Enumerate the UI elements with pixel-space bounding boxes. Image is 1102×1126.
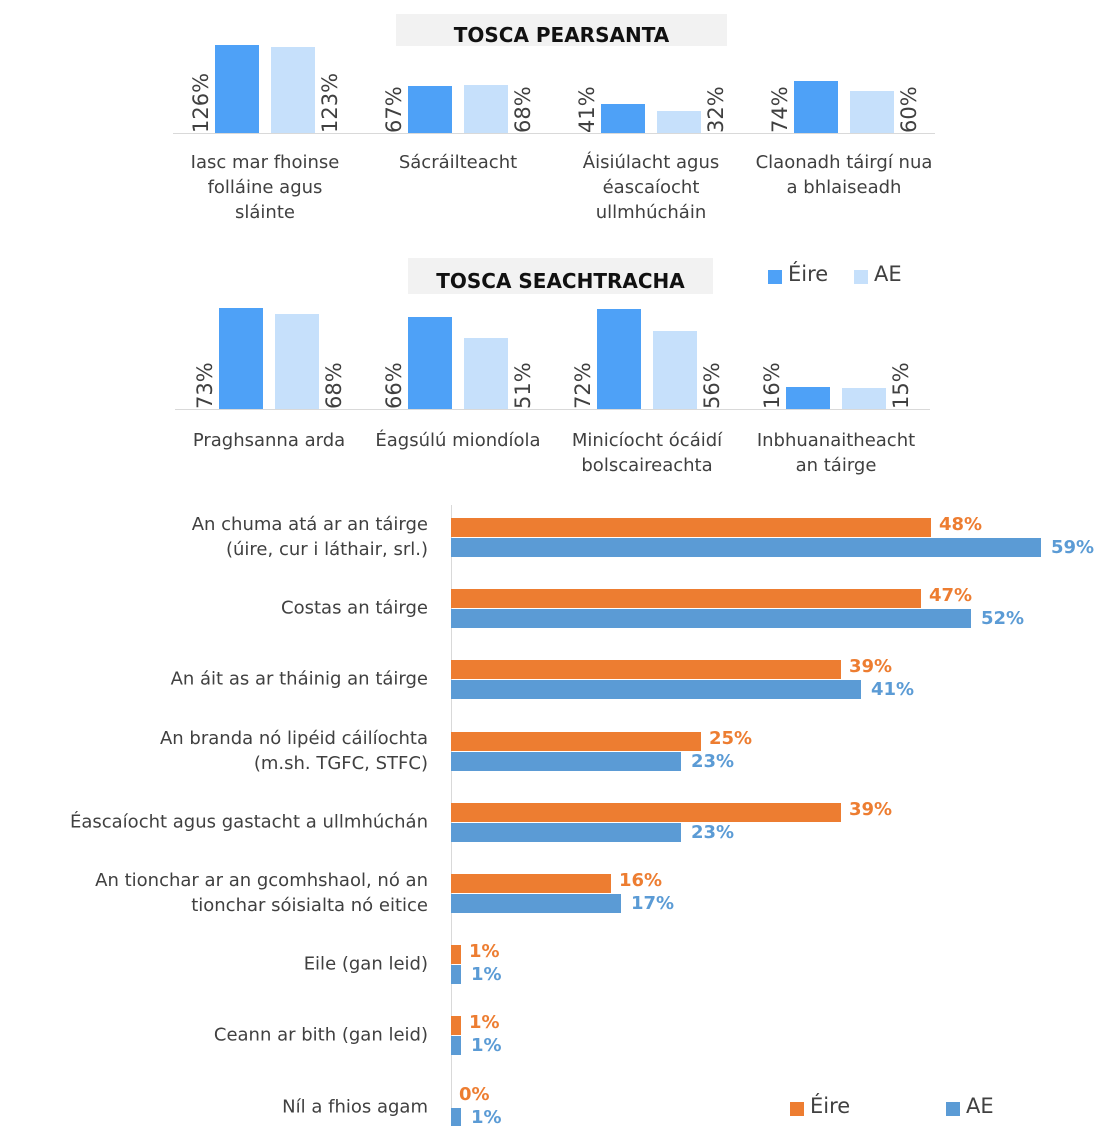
data-label: 39% <box>849 656 893 678</box>
bar <box>451 1036 461 1056</box>
data-label: 1% <box>469 941 500 963</box>
data-label: 23% <box>691 750 735 772</box>
data-label: 67% <box>382 86 406 133</box>
category-label: An branda nó lipéid cáilíochta (m.sh. TG… <box>159 727 428 774</box>
category-label: Praghsanna arda <box>192 430 346 451</box>
bar <box>408 317 452 409</box>
data-label: 52% <box>981 608 1025 630</box>
data-label: 41% <box>871 679 915 701</box>
legend-label: AE <box>874 262 902 286</box>
data-label: 47% <box>929 585 973 607</box>
data-label: 56% <box>700 362 724 409</box>
bar <box>451 680 861 700</box>
data-label: 0% <box>459 1083 490 1105</box>
data-label: 1% <box>471 964 502 986</box>
bar <box>601 104 645 133</box>
category-label: Inbhuanaitheacht an táirge <box>756 430 916 476</box>
bar <box>215 44 259 133</box>
bar <box>451 894 621 913</box>
category-label: Iasc mar fhoinse folláine agus sláinte <box>190 152 340 223</box>
legend-swatch <box>854 270 868 284</box>
data-label: 68% <box>511 86 535 133</box>
chart-title: TOSCA SEACHTRACHA <box>408 258 713 294</box>
category-label: Sácráilteacht <box>398 152 518 173</box>
data-label: 1% <box>471 1035 502 1057</box>
bar <box>451 822 681 842</box>
bar <box>451 874 611 893</box>
bar <box>408 86 452 133</box>
data-label: 66% <box>382 362 406 409</box>
bar <box>597 308 641 409</box>
bar <box>451 589 921 609</box>
data-label: 41% <box>575 86 599 133</box>
category-label: Ceann ar bith (gan leid) <box>213 1024 428 1046</box>
category-label: An áit as ar tháinig an táirge <box>170 668 428 690</box>
data-label: 126% <box>189 72 213 133</box>
bar <box>451 731 701 751</box>
category-label: An tionchar ar an gcomhshaol, nó an tion… <box>95 870 428 916</box>
data-label: 73% <box>193 362 217 409</box>
bar <box>451 609 971 629</box>
data-label: 23% <box>691 821 735 843</box>
bar <box>451 660 841 680</box>
bar <box>451 538 1041 557</box>
legend-label: Éire <box>788 262 829 286</box>
data-label: 17% <box>631 893 675 914</box>
baseline <box>173 133 935 134</box>
bar <box>451 945 461 965</box>
bar <box>451 1107 461 1126</box>
baseline <box>175 409 930 410</box>
legend-label: Éire <box>810 1094 851 1118</box>
bar <box>451 751 681 771</box>
chart-title: TOSCA PEARSANTA <box>396 14 727 47</box>
data-label: 1% <box>469 1012 500 1034</box>
category-label: Éagsúlú miondíola <box>375 430 541 451</box>
data-label: 1% <box>471 1106 502 1126</box>
bar <box>786 386 830 409</box>
data-label: 51% <box>511 362 535 409</box>
bar <box>219 307 263 409</box>
bar <box>451 1016 461 1036</box>
bar <box>842 388 886 409</box>
bar <box>850 91 894 133</box>
bar <box>794 81 838 133</box>
category-label: Minicíocht ócáidí bolscaireachta <box>571 430 723 476</box>
data-label: 59% <box>1051 537 1095 558</box>
bar <box>464 85 508 133</box>
legend-label: AE <box>966 1094 994 1118</box>
legend-swatch <box>946 1102 960 1116</box>
category-label: Níl a fhios agam <box>282 1096 428 1118</box>
data-label: 68% <box>322 362 346 409</box>
bar <box>464 338 508 409</box>
data-label: 16% <box>760 362 784 409</box>
bar <box>451 518 931 537</box>
bar <box>275 314 319 409</box>
data-label: 48% <box>939 514 983 535</box>
category-label: Eile (gan leid) <box>303 953 428 975</box>
bar <box>653 331 697 409</box>
category-label: Áisiúlacht agus éascaíocht ullmhúcháin <box>582 152 720 223</box>
category-label: Costas an táirge <box>281 597 428 619</box>
data-label: 16% <box>619 870 663 891</box>
data-label: 60% <box>897 86 921 133</box>
data-label: 25% <box>709 727 753 749</box>
data-label: 39% <box>849 798 893 820</box>
bar <box>657 110 701 133</box>
category-label: An chuma atá ar an táirge (úire, cur i l… <box>191 514 428 560</box>
bar <box>451 802 841 822</box>
data-label: 15% <box>889 362 913 409</box>
data-label: 123% <box>318 72 342 133</box>
data-label: 74% <box>768 86 792 133</box>
data-label: 32% <box>704 86 728 133</box>
bar <box>451 965 461 985</box>
legend-swatch <box>790 1102 804 1116</box>
bar <box>271 46 315 133</box>
legend-swatch <box>768 270 782 284</box>
data-label: 72% <box>571 362 595 409</box>
category-label: Éascaíocht agus gastacht a ullmhúchán <box>69 811 428 833</box>
category-label: Claonadh táirgí nua a bhlaiseadh <box>755 152 933 198</box>
